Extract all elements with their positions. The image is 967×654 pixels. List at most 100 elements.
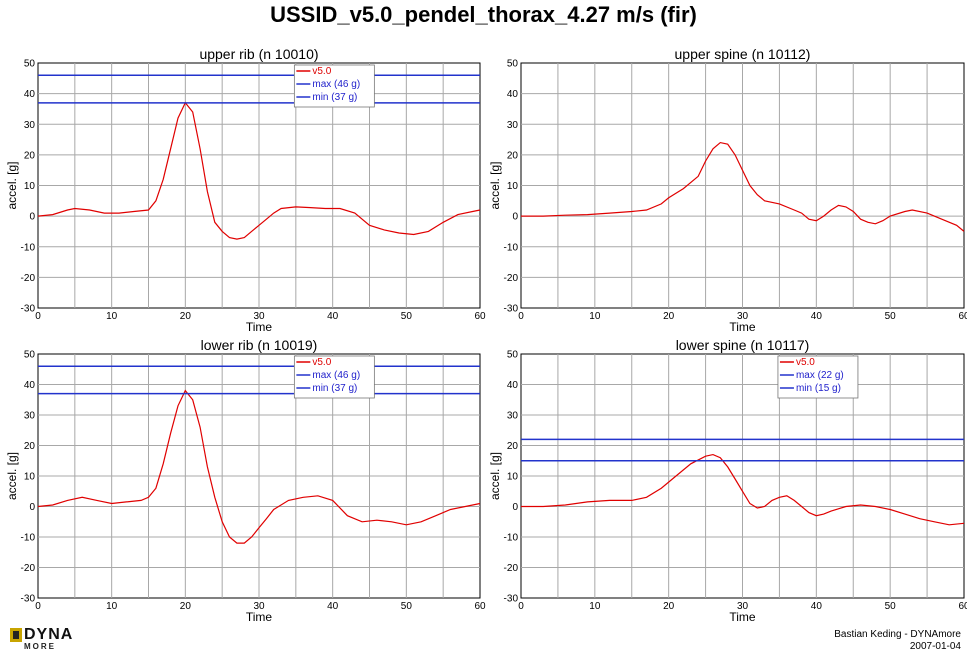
legend-entry: v5.0 xyxy=(312,357,331,368)
y-axis-label: accel. [g] xyxy=(5,161,19,209)
chart-upper-rib: 0 10 20 30 40 50 60 -30 -20 -10 0 10 20 30 40 50 Time acc… xyxy=(5,46,486,334)
legend-box xyxy=(293,64,375,108)
legend-entry: min (37 g) xyxy=(312,92,357,103)
x-tick-label: 10 xyxy=(106,601,118,612)
y-tick-label: -20 xyxy=(504,273,519,284)
x-axis-label: Time xyxy=(729,320,756,334)
x-tick-label: 10 xyxy=(589,311,601,322)
chart-upper-spine: 0 10 20 30 40 50 60 -30 -20 -10 0 10 20 30 40 50 Time acc… xyxy=(488,46,967,334)
x-tick-label: 50 xyxy=(401,601,413,612)
x-tick-label: 30 xyxy=(737,311,749,322)
x-tick-label: 60 xyxy=(958,311,967,322)
y-tick-label: -30 xyxy=(504,594,519,605)
panel-title: upper rib (n 10010) xyxy=(199,46,318,62)
y-tick-label: 10 xyxy=(24,472,36,483)
x-tick-label: 20 xyxy=(663,311,675,322)
y-tick-label: -10 xyxy=(21,533,36,544)
legend-entry: min (15 g) xyxy=(796,383,841,394)
y-tick-label: 30 xyxy=(507,120,519,131)
footer-credit: Bastian Keding - DYNAmore 2007-01-04 xyxy=(834,629,961,653)
logo-text: DYNA xyxy=(24,626,74,643)
dynamore-logo: DYNA MORE xyxy=(10,626,120,654)
main-title: USSID_v5.0_pendel_thorax_4.27 m/s (fir) xyxy=(270,2,697,27)
logo-mark-icon xyxy=(10,628,22,642)
x-tick-label: 30 xyxy=(253,601,265,612)
y-tick-label: -10 xyxy=(21,242,36,253)
x-tick-label: 20 xyxy=(180,311,192,322)
legend-box xyxy=(293,355,375,399)
x-tick-label: 50 xyxy=(885,311,897,322)
chart-lower-spine: 0 10 20 30 40 50 60 -30 -20 -10 0 10 20 30 40 50 Time acc… xyxy=(488,337,967,624)
x-tick-label: 0 xyxy=(518,311,524,322)
y-tick-label: 20 xyxy=(507,441,519,452)
chart-lower-rib: 0 10 20 30 40 50 60 -30 -20 -10 0 10 20 30 40 50 Time acc… xyxy=(5,337,486,624)
legend-entry: max (46 g) xyxy=(312,370,360,381)
y-tick-label: -20 xyxy=(21,273,36,284)
author-name: Bastian Keding - DYNAmore xyxy=(834,629,961,640)
legend-box xyxy=(777,355,859,399)
y-axis-label: accel. [g] xyxy=(5,452,19,500)
x-tick-label: 10 xyxy=(589,601,601,612)
y-tick-label: 20 xyxy=(24,441,36,452)
panel-title: lower spine (n 10117) xyxy=(676,337,810,353)
x-tick-label: 40 xyxy=(327,601,339,612)
y-tick-label: 20 xyxy=(24,150,36,161)
panel-title: upper spine (n 10112) xyxy=(675,46,811,62)
x-tick-label: 60 xyxy=(958,601,967,612)
x-tick-label: 0 xyxy=(518,601,524,612)
y-tick-label: 30 xyxy=(24,411,36,422)
series-line xyxy=(521,453,965,526)
y-tick-label: 50 xyxy=(507,59,519,70)
x-tick-label: 30 xyxy=(737,601,749,612)
x-tick-label: 50 xyxy=(885,601,897,612)
x-tick-label: 40 xyxy=(811,601,823,612)
y-tick-label: 30 xyxy=(507,411,519,422)
x-tick-label: 30 xyxy=(253,311,265,322)
y-tick-label: 50 xyxy=(507,350,519,361)
y-tick-label: 0 xyxy=(29,212,35,223)
legend-entry: max (22 g) xyxy=(796,370,844,381)
y-tick-label: -10 xyxy=(504,533,519,544)
x-tick-label: 60 xyxy=(474,311,486,322)
y-tick-label: -30 xyxy=(21,304,36,315)
y-tick-label: 10 xyxy=(507,472,519,483)
y-tick-label: 40 xyxy=(507,89,519,100)
x-tick-label: 20 xyxy=(663,601,675,612)
x-tick-label: 50 xyxy=(401,311,413,322)
y-tick-label: 20 xyxy=(507,150,519,161)
x-tick-label: 40 xyxy=(811,311,823,322)
x-tick-label: 40 xyxy=(327,311,339,322)
x-tick-label: 0 xyxy=(35,311,41,322)
y-tick-label: -30 xyxy=(504,304,519,315)
y-axis-label: accel. [g] xyxy=(488,161,502,209)
legend-entry: v5.0 xyxy=(312,66,331,77)
footer-date: 2007-01-04 xyxy=(909,641,961,652)
legend-entry: min (37 g) xyxy=(312,383,357,394)
y-tick-label: 50 xyxy=(24,59,36,70)
y-tick-label: 0 xyxy=(29,502,35,513)
y-tick-label: 40 xyxy=(507,380,519,391)
x-axis-label: Time xyxy=(246,320,273,334)
y-tick-label: 10 xyxy=(507,181,519,192)
x-tick-label: 20 xyxy=(180,601,192,612)
legend-entry: v5.0 xyxy=(796,357,815,368)
series-line xyxy=(521,141,965,232)
y-tick-label: -10 xyxy=(504,242,519,253)
x-axis-label: Time xyxy=(729,610,756,624)
y-tick-label: 50 xyxy=(24,350,36,361)
series-line xyxy=(37,389,481,544)
y-tick-label: 40 xyxy=(24,380,36,391)
y-tick-label: 40 xyxy=(24,89,36,100)
series-line xyxy=(37,101,481,240)
logo-subtext: MORE xyxy=(24,642,56,651)
x-tick-label: 60 xyxy=(474,601,486,612)
y-tick-label: 0 xyxy=(512,212,518,223)
panel-title: lower rib (n 10019) xyxy=(201,337,318,353)
x-tick-label: 0 xyxy=(35,601,41,612)
y-tick-label: 30 xyxy=(24,120,36,131)
y-tick-label: -30 xyxy=(21,594,36,605)
x-tick-label: 10 xyxy=(106,311,118,322)
y-tick-label: 10 xyxy=(24,181,36,192)
y-tick-label: -20 xyxy=(504,563,519,574)
legend-entry: max (46 g) xyxy=(312,79,360,90)
